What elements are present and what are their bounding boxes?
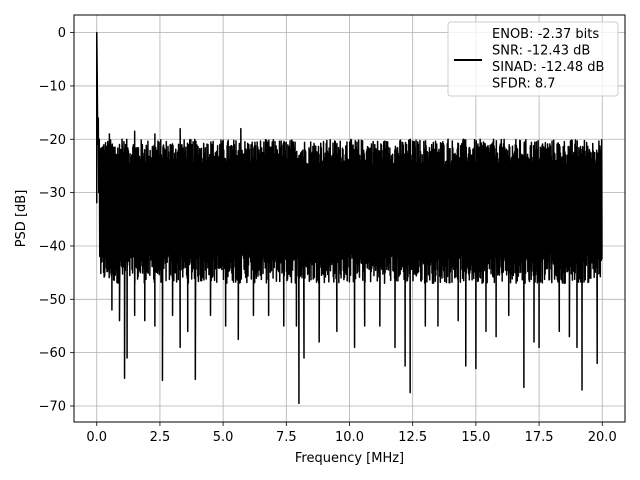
y-tick-label: −40 — [39, 239, 66, 254]
y-tick-label: −60 — [39, 346, 66, 361]
y-tick-label: −50 — [39, 293, 66, 308]
y-tick-label: −20 — [39, 133, 66, 148]
y-axis-label: PSD [dB] — [14, 190, 29, 248]
legend-entry: SINAD: -12.48 dB — [492, 60, 604, 75]
legend-entry: ENOB: -2.37 bits — [492, 27, 599, 42]
x-tick-label: 7.5 — [276, 430, 297, 445]
x-tick-label: 20.0 — [588, 430, 617, 445]
legend-entry: SNR: -12.43 dB — [492, 44, 590, 59]
legend-entry: SFDR: 8.7 — [492, 77, 556, 92]
x-tick-label: 2.5 — [150, 430, 171, 445]
x-tick-label: 15.0 — [461, 430, 490, 445]
x-tick-label: 5.0 — [213, 430, 234, 445]
y-tick-label: −30 — [39, 186, 66, 201]
y-tick-label: 0 — [58, 26, 66, 41]
x-tick-label: 0.0 — [86, 430, 107, 445]
legend-box — [447, 21, 619, 97]
x-axis: 0.0 2.5 5.0 7.5 10.0 12.5 15.0 17.5 20.0 — [86, 422, 617, 445]
y-axis: 0 −10 −20 −30 −40 −50 −60 −70 — [39, 26, 74, 414]
y-tick-label: −70 — [39, 399, 66, 414]
psd-series-line — [96, 31, 603, 405]
x-axis-label: Frequency [MHz] — [295, 451, 404, 466]
y-tick-label: −10 — [39, 79, 66, 94]
plot-area — [96, 31, 603, 405]
series-layer — [96, 31, 603, 405]
x-tick-label: 12.5 — [398, 430, 427, 445]
x-tick-label: 17.5 — [525, 430, 554, 445]
x-tick-label: 10.0 — [335, 430, 364, 445]
